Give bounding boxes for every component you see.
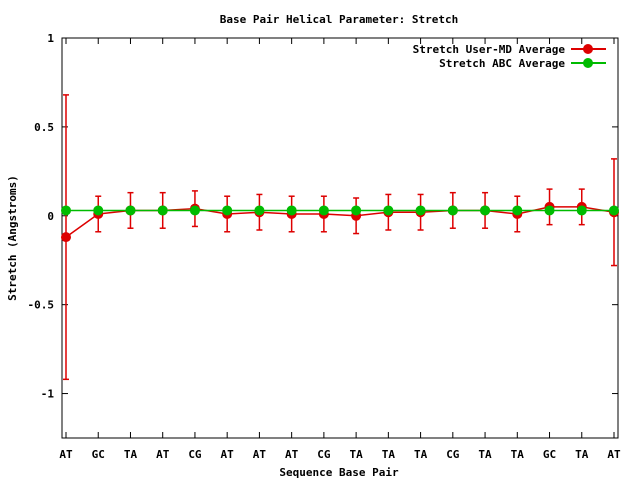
data-point <box>447 205 458 216</box>
x-axis-label: Sequence Base Pair <box>279 466 399 479</box>
x-tick-label: CG <box>188 448 202 461</box>
plot-frame <box>61 37 619 439</box>
x-tick-label: AT <box>59 448 73 461</box>
y-tick-label: -1 <box>41 388 55 401</box>
x-tick-label: TA <box>575 448 589 461</box>
series-1 <box>61 205 619 216</box>
x-tick-label: TA <box>382 448 396 461</box>
data-point <box>415 205 426 216</box>
x-tick-label: CG <box>446 448 460 461</box>
data-point <box>318 205 329 216</box>
x-tick-label: AT <box>607 448 621 461</box>
data-point <box>480 205 491 216</box>
x-tick-label: TA <box>478 448 492 461</box>
series-line <box>65 206 615 238</box>
data-point <box>189 205 200 216</box>
x-tick-label: AT <box>156 448 170 461</box>
x-tick-label: AT <box>285 448 299 461</box>
x-tick-label: CG <box>317 448 331 461</box>
data-point <box>512 205 523 216</box>
series-0 <box>61 94 619 381</box>
y-tick-label: 0.5 <box>34 121 54 134</box>
y-tick-label: -0.5 <box>28 299 55 312</box>
x-tick-label: TA <box>349 448 363 461</box>
x-tick-label: AT <box>253 448 267 461</box>
series-layer <box>61 94 619 381</box>
legend-label: Stretch User-MD Average <box>413 43 566 56</box>
data-point <box>351 205 362 216</box>
data-point <box>609 205 619 216</box>
legend-marker <box>583 44 593 54</box>
x-tick-label: TA <box>511 448 525 461</box>
y-tick-label: 1 <box>47 32 54 45</box>
data-point <box>157 205 168 216</box>
chart-title: Base Pair Helical Parameter: Stretch <box>220 13 458 26</box>
x-axis: AT GC TA AT CG AT AT AT CG TA TA TA CG TA TA GC TA AT <box>59 38 621 461</box>
data-point <box>544 205 555 216</box>
x-tick-label: GC <box>543 448 556 461</box>
x-tick-label: AT <box>221 448 235 461</box>
x-tick-label: TA <box>124 448 138 461</box>
x-tick-label: TA <box>414 448 428 461</box>
data-point <box>61 205 71 216</box>
data-point <box>61 232 71 243</box>
legend-label: Stretch ABC Average <box>439 57 565 70</box>
data-point <box>576 205 587 216</box>
legend-marker <box>583 58 593 68</box>
y-axis: 1 0.5 0 -0.5 -1 <box>28 32 618 401</box>
data-point <box>222 205 233 216</box>
data-point <box>125 205 136 216</box>
data-point <box>286 205 297 216</box>
data-point <box>383 205 394 216</box>
y-axis-label: Stretch (Angstroms) <box>6 175 19 301</box>
x-tick-label: GC <box>92 448 105 461</box>
data-point <box>254 205 265 216</box>
data-point <box>93 205 104 216</box>
y-tick-label: 0 <box>47 210 54 223</box>
